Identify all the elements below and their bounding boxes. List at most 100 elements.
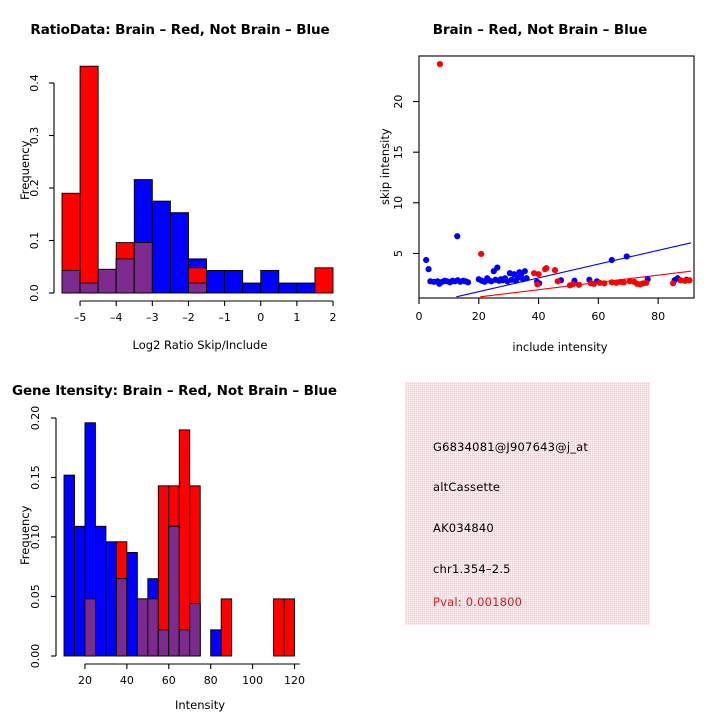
gene-histogram-title: Gene Itensity: Brain – Red, Not Brain – … (12, 383, 337, 399)
ratio-histogram-title: RatioData: Brain – Red, Not Brain – Blue (30, 22, 330, 38)
gene-info-box: G6834081@J907643@j_at altCassette AK0348… (405, 382, 650, 625)
plot-frame (418, 55, 695, 299)
scatter-point (543, 265, 550, 272)
y-tick-label: 20 (392, 95, 405, 109)
histogram-bar (147, 598, 159, 657)
histogram-bar (260, 269, 280, 294)
scatter-point (454, 233, 461, 240)
histogram-bar (278, 282, 298, 294)
y-tick-label: 0.1 (28, 232, 41, 250)
histogram-bar (136, 598, 149, 657)
histogram-bar (94, 525, 107, 657)
x-tick-label: –1 (218, 311, 231, 324)
x-tick-label: 60 (591, 310, 605, 323)
y-tick-label: 0.10 (29, 525, 42, 550)
scatter-content (423, 61, 693, 298)
x-tick-label: 120 (284, 674, 305, 687)
scatter-point (626, 278, 633, 285)
probe-id-text: G6834081@J907643@j_at (433, 440, 589, 454)
panel-gene-info: G6834081@J907643@j_at altCassette AK0348… (360, 360, 720, 720)
scatter-point (596, 279, 603, 286)
histogram-bar (133, 242, 153, 294)
ratio-histogram-xlabel: Log2 Ratio Skip/Include (132, 338, 268, 352)
x-tick-label: 40 (120, 674, 134, 687)
histogram-bar (189, 603, 201, 657)
x-tick-label: –5 (74, 311, 87, 324)
histogram-bar (273, 598, 285, 657)
histogram-bar (220, 598, 233, 657)
histogram-bar (178, 629, 191, 657)
histogram-bar (169, 212, 189, 294)
scatter-title: Brain – Red, Not Brain – Blue (432, 22, 648, 38)
scatter-xlabel: include intensity (512, 340, 608, 354)
histogram-bar (224, 269, 244, 294)
histogram-bar (79, 282, 99, 294)
histogram-bar (151, 200, 171, 294)
histogram-bar (168, 525, 180, 657)
histogram-bar (63, 474, 75, 657)
scatter-point (494, 264, 501, 271)
y-tick-label: 0.3 (28, 127, 41, 145)
y-tick-label: 0.4 (28, 74, 41, 92)
histogram-bar (206, 269, 226, 294)
locus-text: chr1.354–2.5 (433, 562, 511, 576)
scatter-point (681, 277, 689, 284)
scatter-point (551, 267, 559, 274)
y-tick-label: 15 (392, 145, 405, 159)
event-type-text: altCassette (433, 480, 501, 494)
gene-histogram-xlabel: Intensity (174, 698, 226, 712)
y-tick-label: 0.15 (29, 465, 42, 490)
x-tick-label: 40 (532, 310, 546, 323)
scatter-point (523, 275, 530, 282)
x-tick-label: 100 (242, 674, 263, 687)
histogram-bar (115, 258, 135, 294)
scatter-point (608, 256, 615, 264)
gene-histogram-canvas: 0.00 0.05 0.10 0.15 0.20 20 40 60 80 100 120 (29, 406, 305, 687)
panel-ratio-histogram: RatioData: Brain – Red, Not Brain – Blue… (0, 0, 360, 360)
y-tick-label: 0.00 (29, 644, 42, 669)
histogram-bar (79, 65, 99, 294)
scatter-point (464, 279, 472, 286)
histogram-bar (105, 541, 117, 657)
panel-gene-intensity-histogram: Gene Itensity: Brain – Red, Not Brain – … (0, 360, 360, 720)
y-tick-label: 0.20 (29, 406, 42, 431)
trend-line (456, 242, 692, 298)
x-tick-label: 80 (204, 674, 218, 687)
panel-intensity-scatter: Brain – Red, Not Brain – Blue skip inten… (360, 0, 720, 360)
scatter-point (425, 266, 432, 273)
y-tick-label: 5 (392, 250, 405, 257)
x-tick-label: –4 (110, 311, 123, 324)
x-tick-label: 80 (651, 310, 665, 323)
x-tick-label: 20 (78, 674, 92, 687)
scatter-point (535, 271, 542, 278)
x-tick-label: –2 (182, 311, 195, 324)
histogram-bar (210, 629, 222, 657)
pval-text: Pval: 0.001800 (433, 595, 523, 609)
histogram-bar (74, 525, 86, 657)
scatter-point (436, 61, 444, 68)
scatter-point (590, 280, 597, 287)
scatter-point (569, 281, 577, 288)
scatter-point (669, 280, 677, 287)
trend-line (480, 270, 692, 298)
y-tick-label: 0.2 (28, 179, 41, 197)
scatter-point (423, 256, 430, 264)
scatter-point (643, 279, 650, 286)
x-tick-label: 0 (257, 311, 264, 324)
histogram-bar (314, 267, 334, 294)
histogram-bar (61, 269, 81, 294)
scatter-point (608, 279, 615, 286)
y-tick-label: 0.0 (28, 284, 41, 302)
scatter-point (620, 279, 627, 286)
histogram-bar (84, 598, 96, 657)
scatter-point (677, 277, 684, 284)
histogram-bar (157, 629, 170, 657)
histogram-bar (126, 552, 138, 657)
histogram-bar (97, 268, 117, 294)
histogram-bar (296, 282, 316, 294)
y-tick-label: 0.05 (29, 584, 42, 609)
histogram-bar (283, 598, 295, 657)
histogram-bar (188, 282, 207, 294)
scatter-point (554, 278, 561, 285)
scatter-point (478, 250, 485, 258)
